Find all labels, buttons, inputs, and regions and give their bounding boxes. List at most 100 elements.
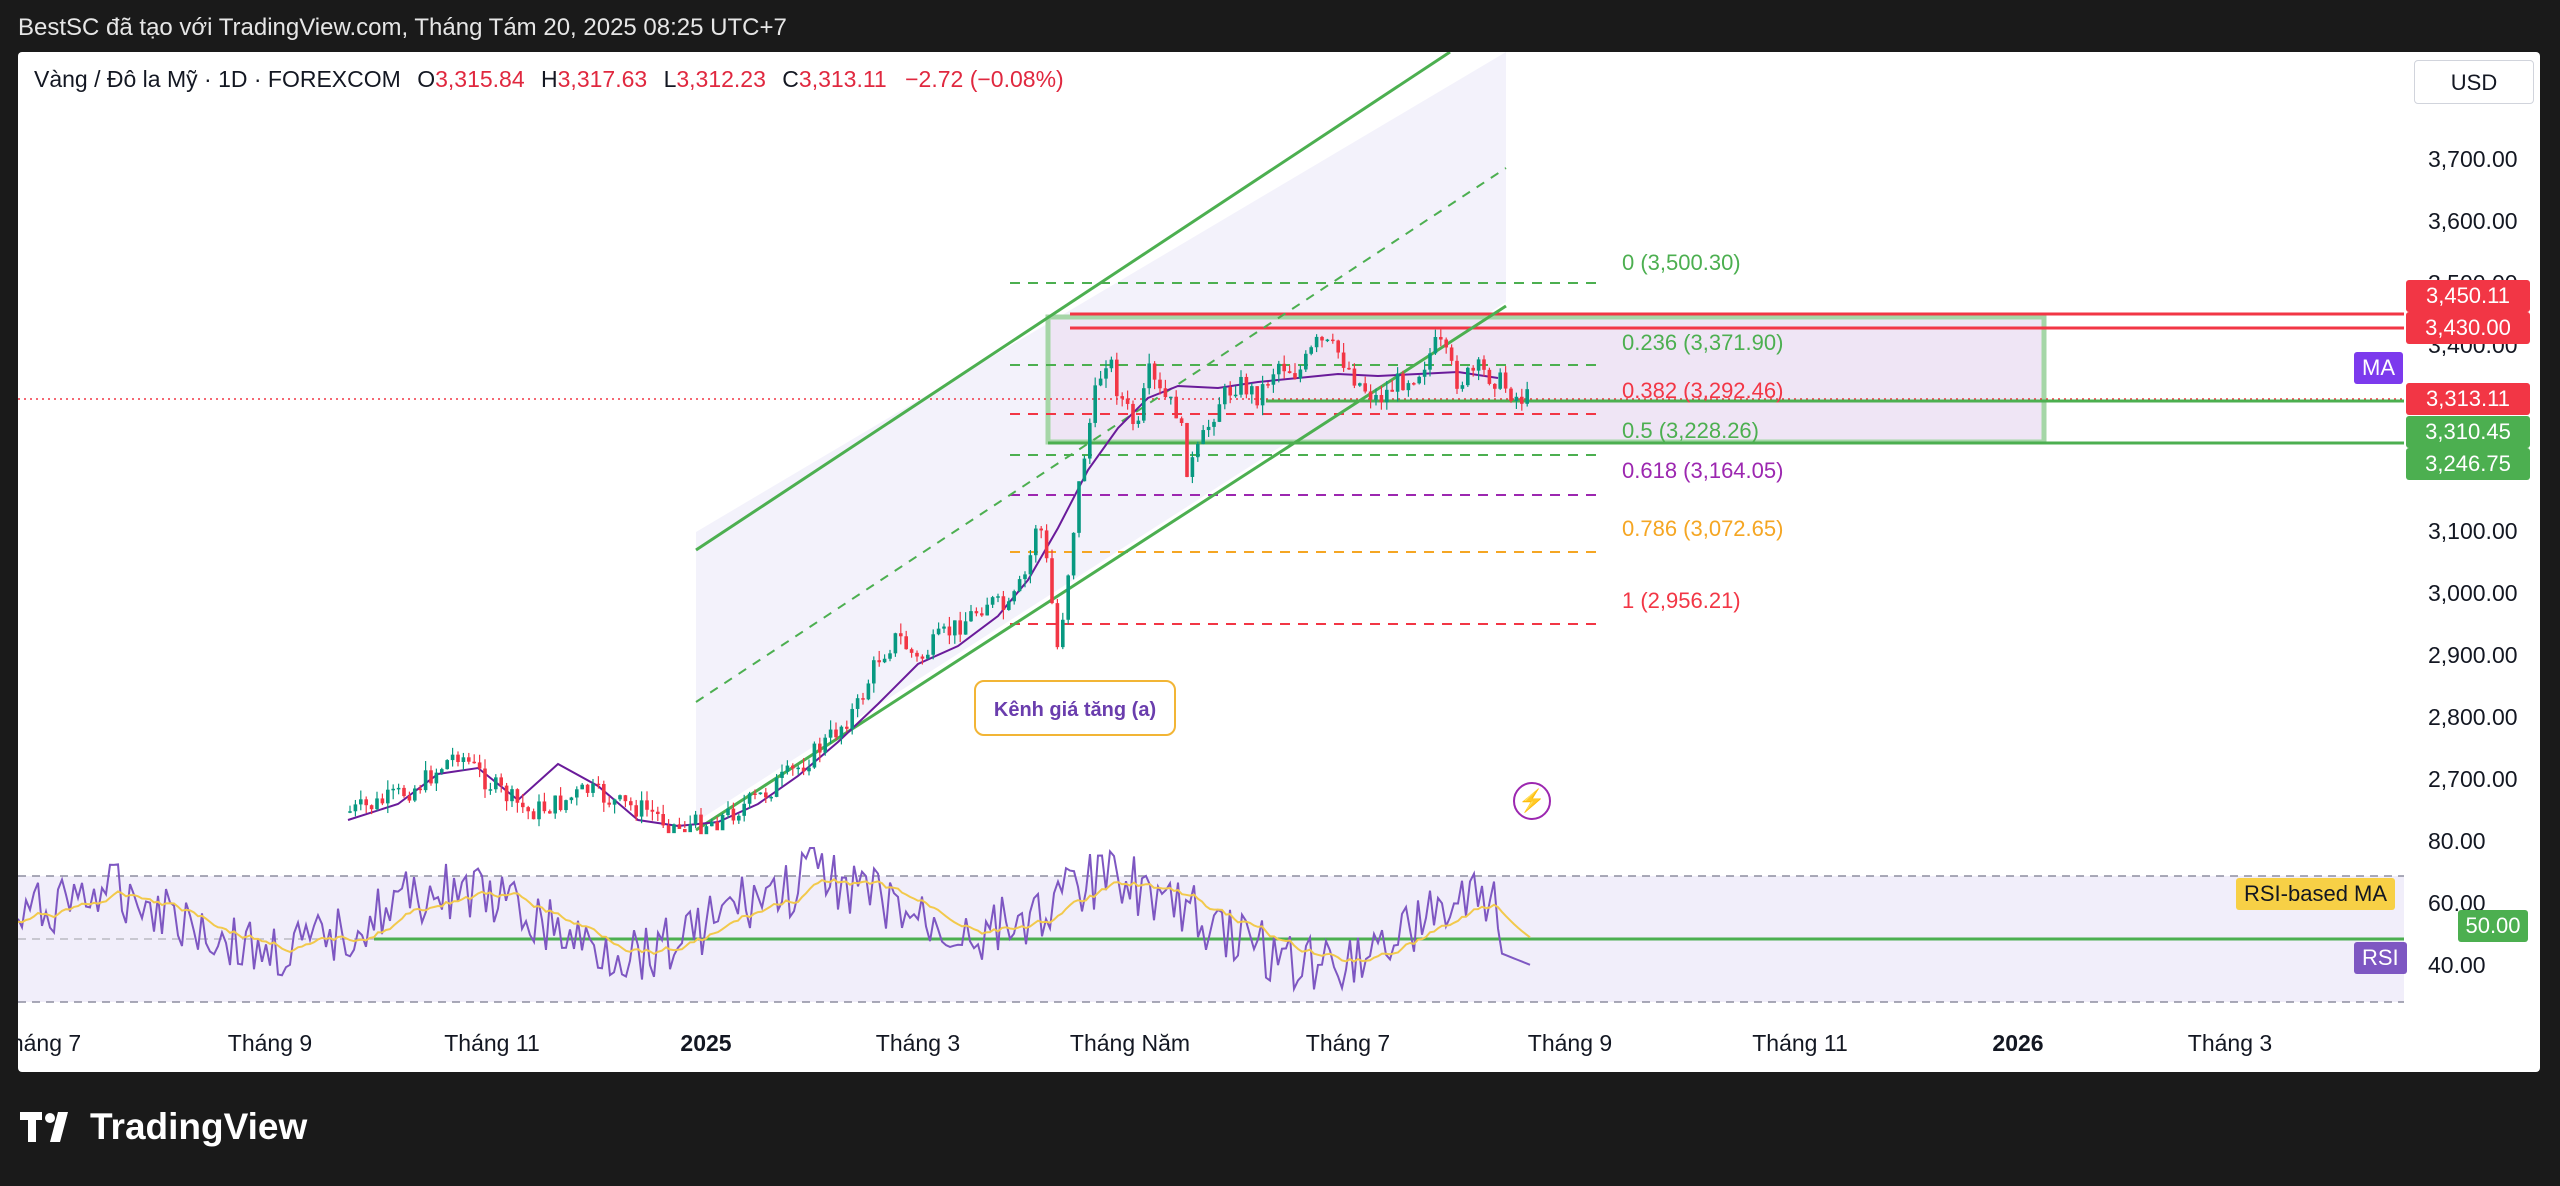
candle-body [1147,363,1151,389]
price-candles [348,328,1529,835]
candle-body [1098,378,1103,386]
candle-body [618,795,622,800]
candle-body [558,795,563,811]
candle-body [369,805,374,810]
candle-body [542,801,547,812]
close-value: 3,313.11 [798,66,887,92]
candle-body [1325,339,1330,342]
price-tag-3310: 3,310.45 [2406,416,2530,448]
candle-body [575,789,579,798]
open-value: 3,315.84 [435,66,525,92]
candle-body [1336,340,1340,353]
candle-body [866,683,871,700]
tradingview-logo[interactable]: TradingView [20,1106,307,1148]
candle-body [650,809,655,812]
candle-body [936,628,941,635]
candle-body [888,653,892,659]
candle-body [612,799,617,805]
candle-body [418,788,422,791]
high-label: H [541,66,558,92]
lightning-bolt-icon[interactable]: ⚡ [1513,782,1551,820]
ma-tag[interactable]: MA [2354,352,2403,384]
footer [0,1072,2560,1186]
candle-body [1120,396,1124,399]
tv-logo-icon [20,1112,68,1142]
candle-body [1347,367,1351,370]
candle-body [1039,528,1043,531]
candle-body [1131,403,1135,424]
candle-body [850,708,854,729]
fib-label-0382: 0.382 (3,292.46) [1622,378,1784,403]
candle-body [1012,591,1016,602]
currency-button[interactable]: USD [2414,60,2534,104]
candle-body [1482,359,1486,370]
candle-body [1363,383,1367,392]
candle-body [1250,386,1254,395]
candle-body [607,802,611,805]
fib-label-0: 0 (3,500.30) [1622,250,1741,275]
candle-body [747,793,752,804]
candle-body [1439,336,1443,340]
candle-body [1255,386,1259,406]
candle-body [1514,396,1519,401]
candle-body [899,633,903,637]
candle-body [1174,396,1178,419]
candle-body [380,798,385,804]
snapshot-title: BestSC đã tạo với TradingView.com, Tháng… [18,14,787,41]
chart-panel[interactable]: Vàng / Đô la Mỹ · 1D · FOREXCOM O3,315.8… [18,52,2540,1072]
rsi-tick: 40.00 [2428,952,2486,978]
candle-body [440,769,444,773]
candle-body [985,604,989,616]
chart-canvas[interactable] [18,52,2540,1072]
candle-body [963,621,968,635]
candle-body [785,765,790,772]
candle-body [585,784,590,793]
price-tick: 3,700.00 [2428,146,2518,172]
candle-body [882,658,887,663]
candle-body [1320,336,1324,341]
candle-body [1050,558,1054,604]
candle-body [1244,376,1249,395]
rsi-ma-tag[interactable]: RSI-based MA [2236,878,2396,910]
candle-body [1390,389,1394,392]
candle-body [1395,373,1400,392]
candle-body [834,729,838,738]
candle-body [1498,372,1502,389]
candle-body [1525,389,1529,404]
rsi-tag[interactable]: RSI [2354,942,2407,974]
candle-body [731,808,736,821]
candle-body [872,660,876,684]
candle-body [1271,374,1276,385]
candle-body [1412,383,1416,385]
candle-body [1358,383,1362,386]
candle-body [1239,376,1243,395]
price-tag-3246: 3,246.75 [2406,448,2530,480]
candle-body [769,796,773,799]
fib-label-1: 1 (2,956.21) [1622,588,1741,613]
candle-body [861,698,865,700]
time-tick: Tháng 9 [227,1030,313,1056]
candle-body [1287,371,1292,374]
candle-body [467,757,471,762]
candle-body [942,626,946,629]
candle-body [1282,363,1286,372]
channel-annotation[interactable]: Kênh giá tăng (a) [974,680,1176,736]
price-tick: 2,700.00 [2428,766,2518,792]
candle-body [656,811,660,815]
symbol-legend[interactable]: Vàng / Đô la Mỹ · 1D · FOREXCOM O3,315.8… [34,66,1064,93]
candle-body [1071,532,1076,576]
top-bar: BestSC đã tạo với TradingView.com, Tháng… [0,0,2560,52]
candle-body [1142,388,1146,421]
candle-body [780,771,784,778]
candle-body [677,824,682,829]
candle-body [634,805,638,817]
candle-body [823,737,827,753]
candle-body [639,800,644,817]
candle-body [548,811,552,814]
channel-upper [695,52,1451,552]
candle-body [526,807,530,812]
candle-body [1385,389,1389,403]
candle-body [596,783,601,786]
candle-body [645,800,649,810]
candle-body [1331,339,1335,342]
